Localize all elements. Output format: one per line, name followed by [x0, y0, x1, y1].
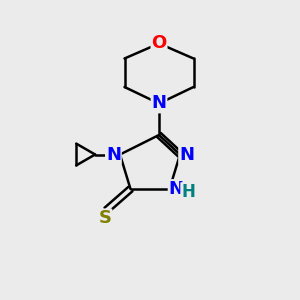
Text: N: N: [169, 180, 184, 198]
Text: N: N: [106, 146, 121, 164]
Text: N: N: [152, 94, 166, 112]
Text: N: N: [179, 146, 194, 164]
Text: O: O: [152, 34, 166, 52]
Text: H: H: [181, 183, 195, 201]
Text: S: S: [98, 209, 112, 227]
